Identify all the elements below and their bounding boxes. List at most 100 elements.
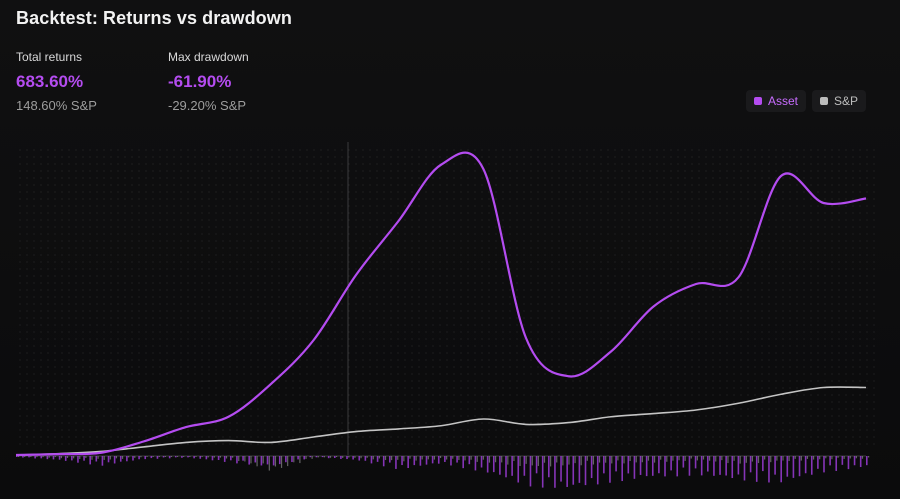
drawdown-bar-asset [205, 456, 208, 460]
drawdown-bar-sp [727, 456, 729, 464]
drawdown-bar-sp [409, 456, 411, 459]
asset-swatch-icon [753, 97, 762, 105]
drawdown-bar-sp [97, 456, 99, 459]
drawdown-bar-asset [315, 456, 318, 458]
drawdown-bar-sp [79, 456, 81, 460]
drawdown-bar-asset [174, 456, 177, 458]
drawdown-bar-asset [333, 456, 336, 458]
drawdown-bar-sp [739, 456, 741, 464]
drawdown-bar-sp [837, 456, 839, 458]
drawdown-bar-sp [556, 456, 558, 463]
drawdown-bar-sp [305, 456, 307, 459]
drawdown-bar-sp [66, 456, 69, 458]
chart-legend: Asset S&P [745, 90, 866, 112]
drawdown-bar-sp [128, 456, 130, 458]
drawdown-bar-asset [113, 456, 116, 464]
drawdown-bar-asset [401, 456, 403, 466]
max-drawdown-sp: -29.20% S&P [168, 98, 247, 113]
drawdown-bar-sp [439, 456, 442, 459]
drawdown-bar-sp [384, 456, 387, 460]
drawdown-bar-asset [77, 456, 79, 463]
drawdown-bar-asset [670, 456, 672, 471]
drawdown-bar-sp [403, 456, 405, 462]
drawdown-bar-asset [456, 456, 458, 463]
legend-item-asset[interactable]: Asset [745, 90, 806, 112]
drawdown-bar-asset [303, 456, 306, 460]
drawdown-bar-asset [688, 456, 691, 476]
drawdown-bar-sp [629, 456, 631, 461]
drawdown-bar-sp [244, 456, 246, 462]
drawdown-bar-asset [511, 456, 513, 476]
drawdown-bar-asset [590, 456, 593, 479]
drawdown-bar-asset [22, 456, 24, 458]
sp-series-line [15, 386, 867, 456]
drawdown-bar-asset [138, 456, 140, 460]
drawdown-bar-sp [672, 456, 674, 461]
drawdown-bar-asset [211, 456, 214, 461]
drawdown-bar-sp [641, 456, 643, 463]
max-drawdown-label: Max drawdown [168, 50, 249, 64]
drawdown-bar-sp [507, 456, 509, 465]
drawdown-bar-sp [770, 456, 772, 463]
drawdown-bar-asset [248, 456, 250, 465]
drawdown-bar-sp [488, 456, 491, 463]
drawdown-bar-sp [195, 456, 197, 457]
drawdown-bar-sp [109, 456, 111, 460]
drawdown-bar-sp [666, 456, 668, 462]
drawdown-bar-asset [309, 456, 312, 458]
max-drawdown-value: -61.90% [168, 72, 232, 91]
drawdown-bar-sp [464, 456, 466, 461]
drawdown-bar-sp [256, 456, 258, 467]
drawdown-bar-sp [794, 456, 796, 459]
drawdown-bar-asset [168, 456, 171, 459]
legend-item-sp[interactable]: S&P [811, 90, 866, 112]
drawdown-bar-asset [829, 456, 831, 466]
drawdown-bar-asset [254, 456, 257, 463]
drawdown-bar-asset [719, 456, 721, 475]
drawdown-bar-asset [566, 456, 568, 487]
drawdown-bar-sp [537, 456, 539, 466]
drawdown-bar-sp [183, 456, 185, 457]
max-drawdown-stat: Max drawdown -61.90% -29.20% S&P [168, 50, 249, 113]
drawdown-bar-asset [107, 456, 110, 463]
drawdown-bar-asset [486, 456, 489, 473]
drawdown-bar-sp [232, 456, 234, 458]
drawdown-bar-sp [568, 456, 570, 465]
drawdown-bar-asset [156, 456, 159, 459]
drawdown-bar-asset [126, 456, 128, 462]
drawdown-bar-sp [776, 456, 778, 461]
drawdown-bar-asset [700, 456, 703, 476]
drawdown-bar-sp [580, 456, 582, 466]
drawdown-bar-asset [548, 456, 550, 478]
drawdown-bar-asset [694, 456, 697, 469]
drawdown-bar-sp [592, 456, 595, 465]
drawdown-bar-asset [529, 456, 532, 487]
drawdown-bar-asset [144, 456, 147, 460]
drawdown-bar-sp [617, 456, 619, 461]
drawdown-bar-asset [340, 456, 342, 459]
page-title: Backtest: Returns vs drawdown [16, 8, 292, 28]
drawdown-bar-asset [603, 456, 605, 474]
drawdown-bar-sp [225, 456, 228, 459]
drawdown-bar-sp [501, 456, 503, 463]
drawdown-bar-asset [346, 456, 348, 460]
drawdown-bar-sp [73, 456, 75, 459]
drawdown-bar-asset [823, 456, 825, 473]
drawdown-bar-sp [348, 456, 350, 458]
drawdown-bar-asset [431, 456, 434, 464]
drawdown-bar-asset [242, 456, 244, 461]
drawdown-bar-sp [274, 456, 277, 467]
drawdown-bar-sp [213, 456, 215, 458]
drawdown-bar-asset [749, 456, 752, 473]
drawdown-bar-sp [207, 456, 209, 458]
drawdown-bar-sp [635, 456, 637, 463]
chart-grid [19, 149, 875, 445]
drawdown-bar-sp [519, 456, 521, 466]
total-returns-stat: Total returns 683.60% 148.60% S&P [16, 50, 97, 113]
total-returns-sp: 148.60% S&P [16, 98, 97, 113]
drawdown-bar-asset [437, 456, 440, 464]
drawdown-bar-sp [861, 456, 864, 459]
drawdown-bar-sp [342, 456, 344, 458]
drawdown-bar-asset [199, 456, 202, 459]
